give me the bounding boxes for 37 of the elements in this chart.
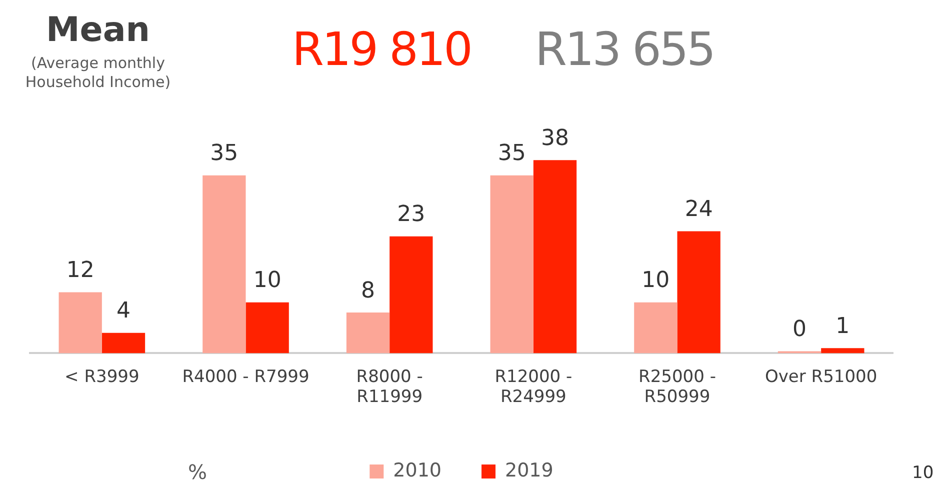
data-label: 1 — [836, 314, 850, 339]
x-tick-label: R8000 - R11999 — [356, 366, 423, 408]
chart-subtitle: (Average monthly Household Income) — [24, 54, 172, 92]
bar — [390, 236, 433, 354]
bar — [202, 175, 246, 354]
data-label: 38 — [540, 126, 569, 151]
bar — [58, 292, 102, 354]
legend-label: 2010 — [393, 459, 442, 482]
bar — [102, 332, 146, 354]
x-tick-label: < R3999 — [64, 366, 140, 387]
bar — [821, 348, 864, 354]
chart-title: Mean — [44, 10, 152, 50]
data-label: 8 — [361, 278, 376, 304]
data-label: 10 — [253, 268, 282, 294]
x-tick-label: R4000 - R7999 — [182, 366, 310, 387]
x-tick-label: R12000 - R24999 — [494, 366, 572, 408]
data-label: 24 — [684, 197, 713, 222]
data-label: 23 — [397, 202, 426, 228]
bar — [346, 312, 390, 354]
x-tick-label: R25000 - R50999 — [638, 366, 716, 408]
bar — [677, 231, 720, 354]
data-label: 0 — [792, 316, 807, 342]
data-label: 12 — [66, 258, 94, 283]
data-label: 35 — [210, 141, 238, 166]
bar — [246, 302, 289, 354]
data-label: 4 — [116, 298, 130, 324]
text: 10 — [912, 463, 934, 483]
bar — [634, 302, 678, 354]
data-label: 10 — [642, 268, 670, 294]
bar — [533, 160, 577, 354]
x-tick-label: Over R51000 — [764, 366, 878, 387]
bar — [490, 175, 534, 354]
text: R13 655 — [535, 22, 714, 76]
data-label: 35 — [498, 141, 526, 166]
text: % — [188, 460, 208, 484]
text: R19 810 — [292, 22, 471, 76]
legend-label: 2019 — [505, 459, 554, 482]
